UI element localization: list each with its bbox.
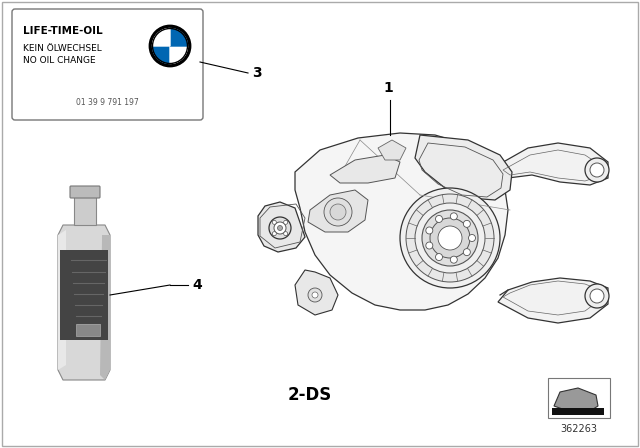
Wedge shape [170,46,188,64]
Polygon shape [58,230,66,370]
Polygon shape [498,143,608,185]
FancyBboxPatch shape [76,324,100,336]
Circle shape [284,220,287,224]
Circle shape [426,242,433,249]
Polygon shape [308,190,368,232]
Text: NO OIL CHANGE: NO OIL CHANGE [23,56,95,65]
Polygon shape [58,225,110,380]
Circle shape [590,163,604,177]
Polygon shape [60,250,108,340]
Polygon shape [258,202,305,252]
Circle shape [150,26,190,66]
Circle shape [406,194,494,282]
Wedge shape [152,29,170,46]
Circle shape [284,232,287,236]
Text: 362263: 362263 [561,424,598,434]
Wedge shape [152,46,170,64]
Text: LIFE-TIME-OIL: LIFE-TIME-OIL [23,26,102,36]
Polygon shape [415,135,512,200]
Circle shape [468,234,476,241]
Circle shape [273,220,276,224]
Circle shape [451,256,458,263]
Text: 3: 3 [252,66,262,80]
Circle shape [152,29,188,64]
Polygon shape [330,155,400,183]
Text: 1: 1 [383,81,393,95]
FancyBboxPatch shape [70,186,100,198]
Text: 4: 4 [192,278,202,292]
Circle shape [400,188,500,288]
Text: 01 39 9 791 197: 01 39 9 791 197 [76,98,139,107]
Text: 2-DS: 2-DS [288,386,332,404]
Circle shape [585,284,609,308]
Circle shape [426,227,433,234]
Circle shape [269,217,291,239]
Polygon shape [295,270,338,315]
Circle shape [273,232,276,236]
Circle shape [274,222,286,234]
Circle shape [438,226,462,250]
Polygon shape [100,235,110,380]
Circle shape [463,249,470,256]
Circle shape [585,158,609,182]
FancyBboxPatch shape [548,378,610,418]
Circle shape [451,213,458,220]
Circle shape [590,289,604,303]
Polygon shape [295,133,508,310]
Circle shape [422,210,478,266]
Circle shape [435,215,442,223]
Polygon shape [498,278,608,323]
Polygon shape [74,197,96,225]
Circle shape [435,254,442,261]
Circle shape [324,198,352,226]
Circle shape [330,204,346,220]
Wedge shape [170,29,188,46]
FancyBboxPatch shape [12,9,203,120]
Circle shape [463,220,470,227]
Circle shape [308,288,322,302]
Circle shape [312,292,318,298]
Circle shape [430,218,470,258]
Polygon shape [554,388,598,411]
FancyBboxPatch shape [552,408,604,415]
Text: KEIN ÖLWECHSEL: KEIN ÖLWECHSEL [23,44,102,53]
Circle shape [278,225,282,231]
Polygon shape [378,140,406,160]
Circle shape [415,203,485,273]
